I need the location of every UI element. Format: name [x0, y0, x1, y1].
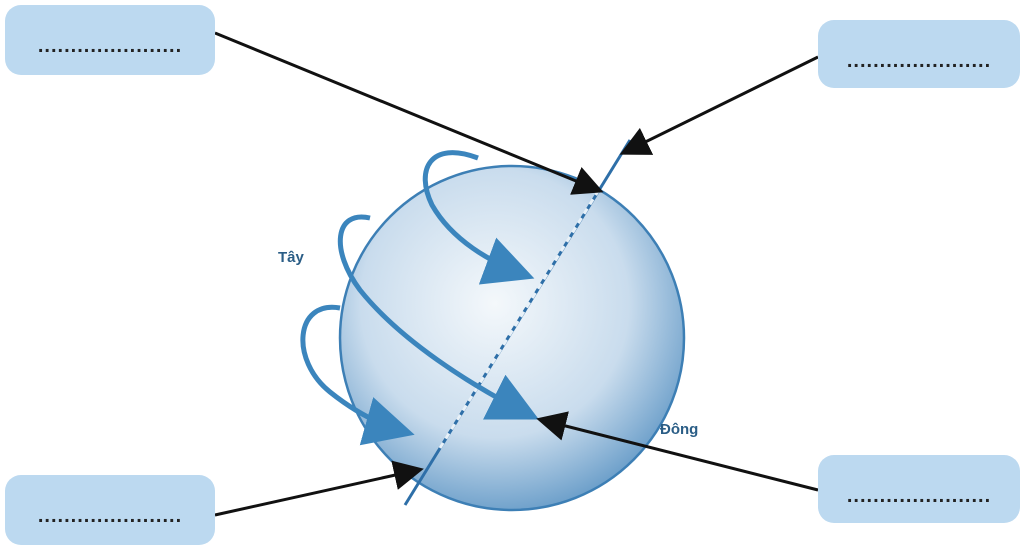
blank-label: ......................: [847, 485, 991, 507]
blank-label: ......................: [38, 505, 182, 527]
blank-label: ......................: [847, 50, 991, 72]
pointer-arrows: [214, 31, 819, 517]
globe: [338, 164, 686, 512]
west-label: Tây: [278, 249, 305, 266]
east-label: Đông: [660, 421, 698, 438]
label-box: [818, 455, 1020, 523]
label-box: [818, 20, 1020, 88]
blank-label: ......................: [38, 35, 182, 57]
label-box: [5, 5, 215, 75]
axis-hidden: [438, 187, 602, 449]
label-box: [5, 475, 215, 545]
rotation-arrows: [300, 150, 539, 446]
